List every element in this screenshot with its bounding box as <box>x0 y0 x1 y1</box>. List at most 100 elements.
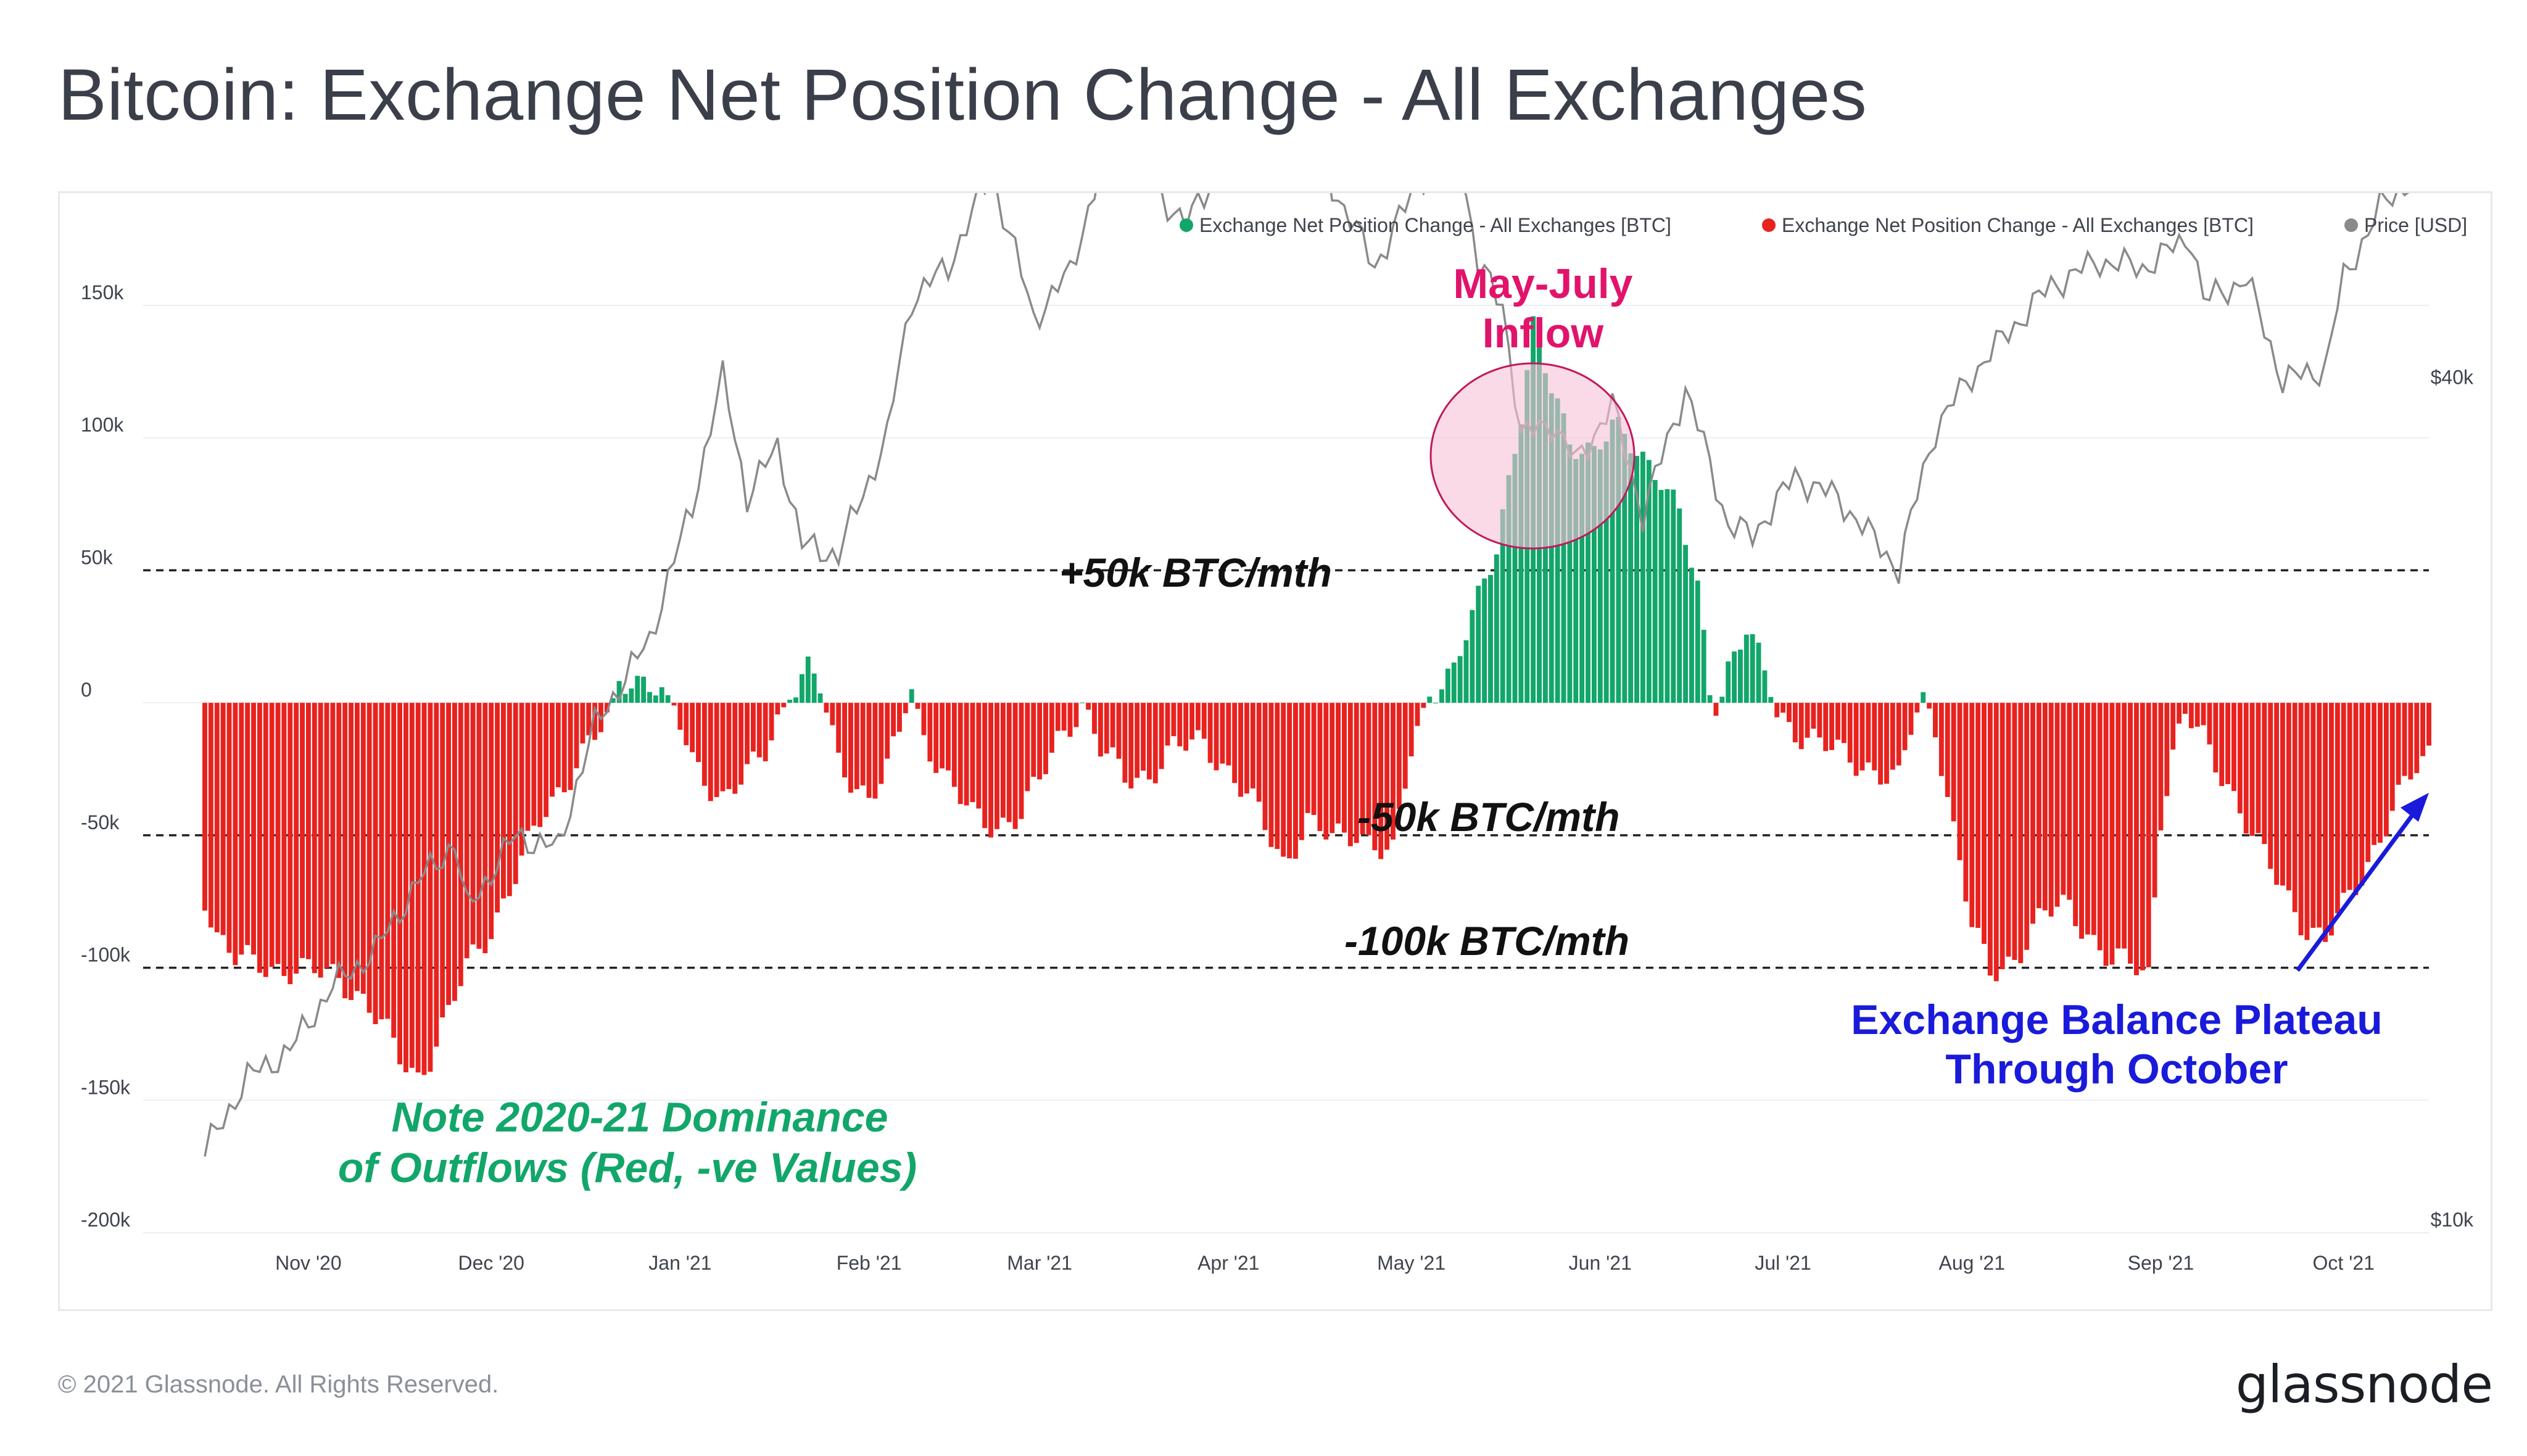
outflow-bar <box>1152 703 1158 784</box>
outflow-bar <box>1317 703 1323 831</box>
outflow-bar <box>239 703 244 955</box>
outflow-bar <box>1067 703 1073 737</box>
outflow-bar <box>1177 703 1183 747</box>
outflow-bar <box>1122 703 1128 783</box>
outflow-bar <box>1025 703 1030 792</box>
outflow-bar <box>415 703 421 1073</box>
outflow-bar <box>1829 703 1835 750</box>
outflow-bar <box>1415 703 1420 726</box>
outflow-bar <box>2133 703 2139 975</box>
inflow-bar <box>1470 610 1475 703</box>
outflow-bar <box>2402 703 2407 776</box>
inflow-bar <box>647 692 652 703</box>
outflow-bar <box>2298 703 2304 936</box>
outflow-bar <box>202 703 207 911</box>
outflow-bar <box>1890 703 1895 770</box>
outflow-bar <box>1037 703 1043 780</box>
outflow-bar <box>964 703 969 806</box>
outflow-bar <box>1798 703 1804 750</box>
outflow-bar <box>2249 703 2255 836</box>
outflow-bar <box>1841 703 1847 743</box>
annotation-note-line1: Note 2020-21 Dominance <box>392 1094 888 1141</box>
outflow-bar <box>879 703 884 784</box>
outflow-bar <box>781 703 787 708</box>
outflow-bar <box>1993 703 1999 982</box>
outflow-bar <box>385 703 391 1019</box>
outflow-bar <box>330 703 336 964</box>
inflow-bar <box>1567 444 1573 703</box>
outflow-bar <box>1031 703 1036 777</box>
outflow-bar <box>245 703 250 945</box>
outflow-bar <box>1128 703 1134 788</box>
outflow-bar <box>1019 703 1024 819</box>
outflow-bar <box>2383 703 2389 837</box>
outflow-bar <box>2067 703 2072 900</box>
outflow-bar <box>1408 703 1414 757</box>
inflow-bar <box>1743 634 1749 703</box>
outflow-bar <box>2194 703 2200 727</box>
outflow-bar <box>2286 703 2291 891</box>
outflow-bar <box>1884 703 1889 784</box>
outflow-bar <box>1292 703 1298 859</box>
outflow-bar <box>891 703 896 737</box>
inflow-bar <box>1622 434 1627 703</box>
outflow-bar <box>982 703 988 829</box>
legend-inflow-marker <box>1180 218 1193 232</box>
outflow-bar <box>470 703 476 945</box>
outflow-bar <box>696 703 701 763</box>
inflow-bar <box>1737 649 1743 703</box>
inflow-bar <box>1726 661 1731 703</box>
outflow-bar <box>312 703 317 974</box>
inflow-bar <box>1451 662 1457 703</box>
outflow-bar <box>708 703 713 801</box>
outflow-bar <box>2109 703 2115 965</box>
outflow-bar <box>2359 703 2365 886</box>
outflow-bar <box>2335 703 2340 914</box>
outflow-bar <box>763 703 768 761</box>
outflow-bar <box>324 703 329 968</box>
outflow-bar <box>1378 703 1384 859</box>
outflow-bar <box>2012 703 2017 960</box>
outflow-bar <box>684 703 689 745</box>
outflow-bar <box>2304 703 2310 940</box>
outflow-bar <box>269 703 275 967</box>
outflow-bar <box>2389 703 2395 811</box>
outflow-bar <box>495 703 500 913</box>
outflow-bar <box>501 703 506 899</box>
outflow-bar <box>2164 703 2170 796</box>
outflow-bar <box>2182 703 2188 714</box>
outflow-bar <box>531 703 537 826</box>
outflow-bar <box>988 703 994 838</box>
y2-tick-label: $40k <box>2431 366 2474 388</box>
outflow-bar <box>281 703 287 976</box>
inflow-bar <box>610 698 616 703</box>
outflow-bar <box>1110 703 1115 748</box>
inflow-bar <box>1500 509 1505 703</box>
outflow-bar <box>2310 703 2316 928</box>
outflow-bar <box>1012 703 1018 829</box>
y-tick-label: -150k <box>81 1076 131 1098</box>
legend-outflow-marker <box>1762 218 1776 232</box>
outflow-bar <box>1165 703 1170 746</box>
inflow-bar <box>1561 413 1566 703</box>
outflow-bar <box>1933 703 1938 738</box>
outflow-bar <box>1817 703 1822 738</box>
inflow-bar <box>1549 393 1554 703</box>
inflow-bar <box>1439 689 1444 703</box>
outflow-bar <box>1402 703 1408 789</box>
outflow-bar <box>769 703 774 741</box>
outflow-bar <box>604 703 610 713</box>
inflow-bar <box>1610 420 1615 703</box>
inflow-bar <box>659 687 664 703</box>
outflow-bar <box>257 703 262 973</box>
outflow-bar <box>2353 703 2359 895</box>
outflow-bar <box>2378 703 2383 843</box>
inflow-bar <box>1506 475 1512 703</box>
outflow-bar <box>220 703 226 935</box>
outflow-bar <box>391 703 397 1038</box>
outflow-bar <box>1975 703 1981 929</box>
outflow-bar <box>263 703 268 977</box>
outflow-bar <box>1872 703 1877 771</box>
outflow-bar <box>446 703 452 1005</box>
outflow-bar <box>732 703 738 794</box>
